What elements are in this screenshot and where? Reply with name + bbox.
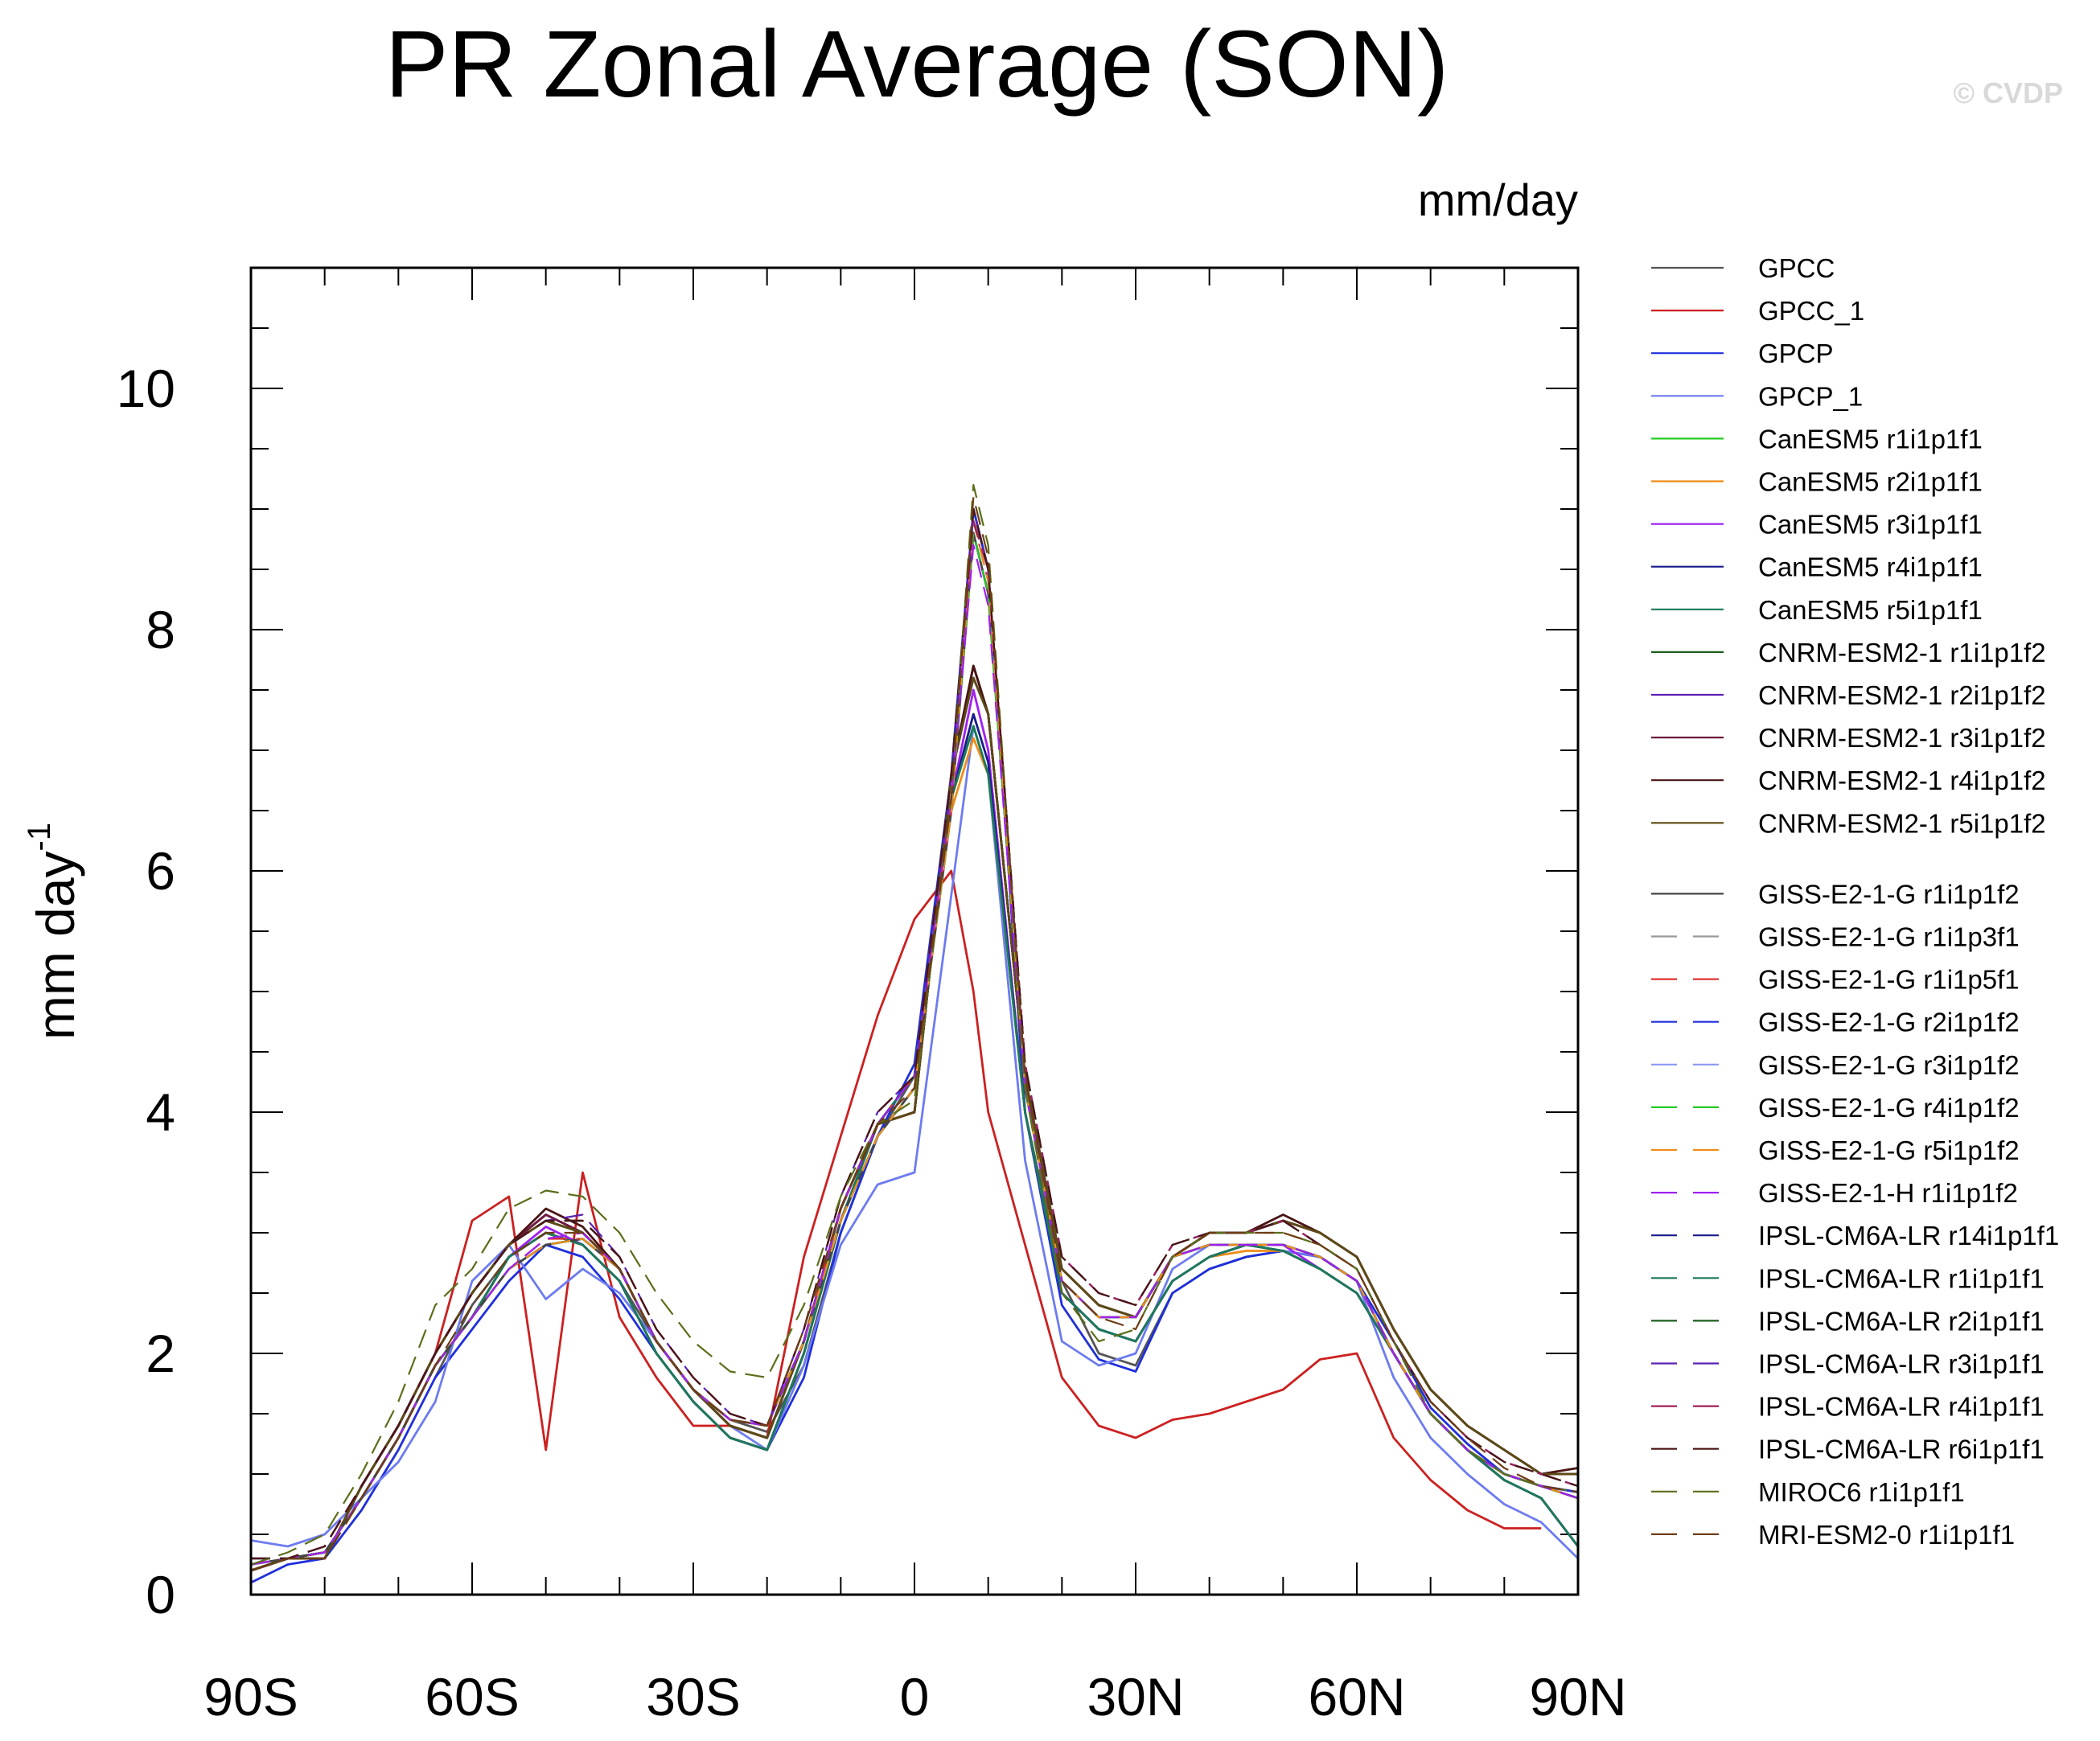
y-tick-label: 0 [146,1565,175,1624]
y-axis-label-superscript: -1 [22,823,57,852]
legend-label: GISS-E2-1-G r4i1p1f2 [1758,1093,2020,1123]
series-line-8 [250,725,1580,1572]
series-line-12 [250,664,1579,1572]
y-tick-label: 10 [117,359,175,418]
legend-label: CNRM-ESM2-1 r3i1p1f2 [1758,723,2046,753]
x-tick-label: 90S [203,1667,298,1727]
legend-label: CNRM-ESM2-1 r5i1p1f2 [1758,808,2046,838]
x-tick-label: 30N [1087,1667,1184,1727]
legend-label: GISS-E2-1-G r1i1p5f1 [1758,965,2020,995]
y-axis-label: mm day-1 [22,823,85,1040]
y-tick-label: 8 [146,600,175,659]
legend-label: GPCP_1 [1758,381,1863,411]
legend-label: GISS-E2-1-G r2i1p1f2 [1758,1008,2020,1037]
series-line-3 [250,725,1579,1559]
series-line-23 [251,507,1579,1560]
legend-label: IPSL-CM6A-LR r1i1p1f1 [1758,1263,2045,1293]
series-line-11 [250,664,1578,1572]
legend-label: IPSL-CM6A-LR r6i1p1f1 [1758,1435,2045,1464]
chart-title: PR Zonal Average (SON) [385,11,1449,117]
legend-label: GISS-E2-1-G r3i1p1f2 [1758,1050,2020,1080]
legend-label: MIROC6 r1i1p1f1 [1758,1477,1965,1507]
legend-label: IPSL-CM6A-LR r14i1p1f1 [1758,1221,2059,1250]
legend-label: IPSL-CM6A-LR r4i1p1f1 [1758,1392,2045,1422]
series-line-15 [250,519,1579,1566]
legend-label: MRI-ESM2-0 r1i1p1f1 [1758,1520,2015,1550]
series-line-2 [250,507,1579,1584]
legend-label: CNRM-ESM2-1 r1i1p1f2 [1758,638,2046,667]
legend-label: GISS-E2-1-G r5i1p1f2 [1758,1135,2020,1165]
legend-label: GPCP [1758,339,1834,368]
legend-label: CanESM5 r2i1p1f1 [1758,467,1983,497]
series-line-4 [250,725,1580,1572]
y-tick-label: 2 [146,1324,175,1383]
series-line-13 [250,676,1578,1572]
legend-label: IPSL-CM6A-LR r2i1p1f1 [1758,1306,2045,1336]
series-line-7 [250,712,1580,1572]
axis-ticks [250,267,1579,1595]
series-line-17 [250,532,1579,1566]
plot-frame [249,266,1580,1596]
legend-label: CanESM5 r4i1p1f1 [1758,552,1983,582]
legend-label: GISS-E2-1-H r1i1p1f2 [1758,1178,2018,1208]
x-tick-label: 90N [1529,1667,1626,1727]
series-line-5 [250,737,1580,1572]
series-line-25 [251,507,1579,1560]
x-tick-label: 60N [1308,1667,1405,1727]
legend-label: CNRM-ESM2-1 r2i1p1f2 [1758,680,2046,710]
series-line-29 [250,495,1579,1572]
y-tick-label: 4 [146,1082,175,1142]
legend-label: GPCC_1 [1758,296,1864,326]
legend: GPCC GPCC_1 GPCP GPCP_1 CanESM5 r1i1p1f1 CanE… [1651,253,2059,1550]
legend-label: GPCC [1758,253,1835,283]
legend-label: GISS-E2-1-G r1i1p1f2 [1758,879,2020,909]
copyright-label: © CVDP [1953,76,2063,109]
series-line-6 [250,688,1580,1572]
series-line-10 [250,676,1578,1572]
legend-label: CNRM-ESM2-1 r4i1p1f2 [1758,766,2046,795]
series-line-18 [250,519,1579,1566]
series-line-14 [250,532,1579,1566]
series-line-1 [434,869,1542,1530]
series-line-20 [250,519,1579,1566]
legend-label: GISS-E2-1-G r1i1p3f1 [1758,922,2020,952]
series-line-9 [250,664,1578,1572]
y-tick-labels: 0 2 4 6 8 10 [117,359,175,1624]
x-tick-labels: 90S 60S 30S 0 30N 60N 90N [203,1667,1626,1727]
x-tick-label: 60S [425,1667,519,1727]
legend-label: IPSL-CM6A-LR r3i1p1f1 [1758,1349,2045,1379]
series-line-21 [250,544,1579,1566]
x-tick-label: 0 [900,1667,930,1727]
series-line-16 [250,519,1579,1566]
x-tick-label: 30S [646,1667,740,1727]
units-label: mm/day [1418,175,1578,225]
legend-label: CanESM5 r5i1p1f1 [1758,595,1983,625]
legend-label: CanESM5 r3i1p1f1 [1758,510,1983,540]
legend-label: CanESM5 r1i1p1f1 [1758,424,1983,454]
series-lines [250,483,1580,1584]
y-axis-label-main: mm day [26,851,85,1040]
y-tick-label: 6 [146,841,175,901]
series-line-19 [250,532,1579,1566]
series-line-27 [251,507,1579,1560]
series-line-0 [434,507,1579,1493]
